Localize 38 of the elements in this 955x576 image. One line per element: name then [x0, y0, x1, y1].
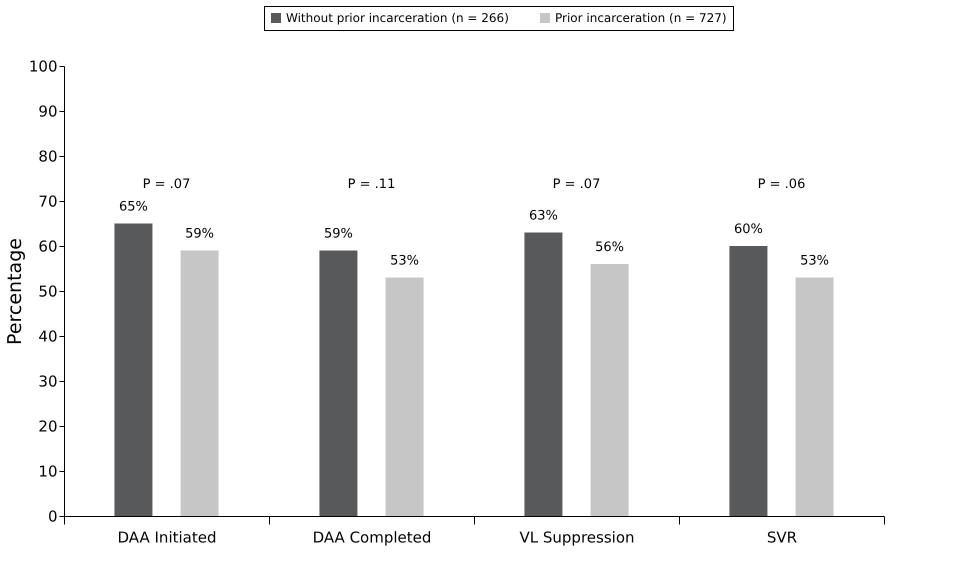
annotation: P = .11	[348, 177, 396, 192]
y-tick-label: 100	[28, 58, 58, 76]
y-axis-title: Percentage	[4, 238, 26, 345]
annotation: P = .07	[552, 177, 600, 192]
y-tick-label: 80	[38, 148, 58, 166]
legend-label: Without prior incarceration (n = 266)	[286, 11, 509, 25]
bar	[386, 278, 424, 516]
y-tick-label: 30	[38, 372, 58, 390]
bar	[319, 250, 358, 516]
x-tick-label: DAA Completed	[312, 528, 432, 546]
data-label: 63%	[528, 208, 558, 224]
annotation: P = .07	[142, 177, 190, 192]
bar	[729, 246, 768, 516]
y-tick-label: 0	[48, 508, 58, 526]
data-label: 53%	[800, 254, 830, 268]
legend-label: Prior incarceration (n = 727)	[555, 11, 727, 25]
data-label: 56%	[595, 240, 624, 255]
bar	[590, 264, 629, 516]
y-tick-label: 90	[38, 102, 58, 120]
x-tick-label: DAA Initiated	[118, 528, 216, 546]
bar	[796, 278, 834, 516]
bar	[180, 250, 219, 516]
annotation: P = .06	[758, 177, 806, 192]
data-label: 60%	[734, 222, 763, 237]
data-label: 59%	[324, 226, 353, 242]
y-tick-label: 70	[38, 192, 58, 210]
y-tick-label: 40	[38, 328, 58, 346]
x-tick-label: SVR	[766, 528, 798, 546]
bar	[524, 232, 562, 516]
y-tick-label: 60	[38, 238, 58, 256]
y-tick-label: 10	[38, 462, 58, 480]
data-label: 65%	[118, 200, 148, 214]
bar	[114, 224, 152, 516]
y-tick-label: 20	[38, 418, 58, 436]
y-tick-label: 50	[38, 282, 58, 300]
data-label: 53%	[390, 254, 420, 268]
x-tick-label: VL Suppression	[519, 528, 635, 546]
data-label: 59%	[185, 226, 214, 242]
